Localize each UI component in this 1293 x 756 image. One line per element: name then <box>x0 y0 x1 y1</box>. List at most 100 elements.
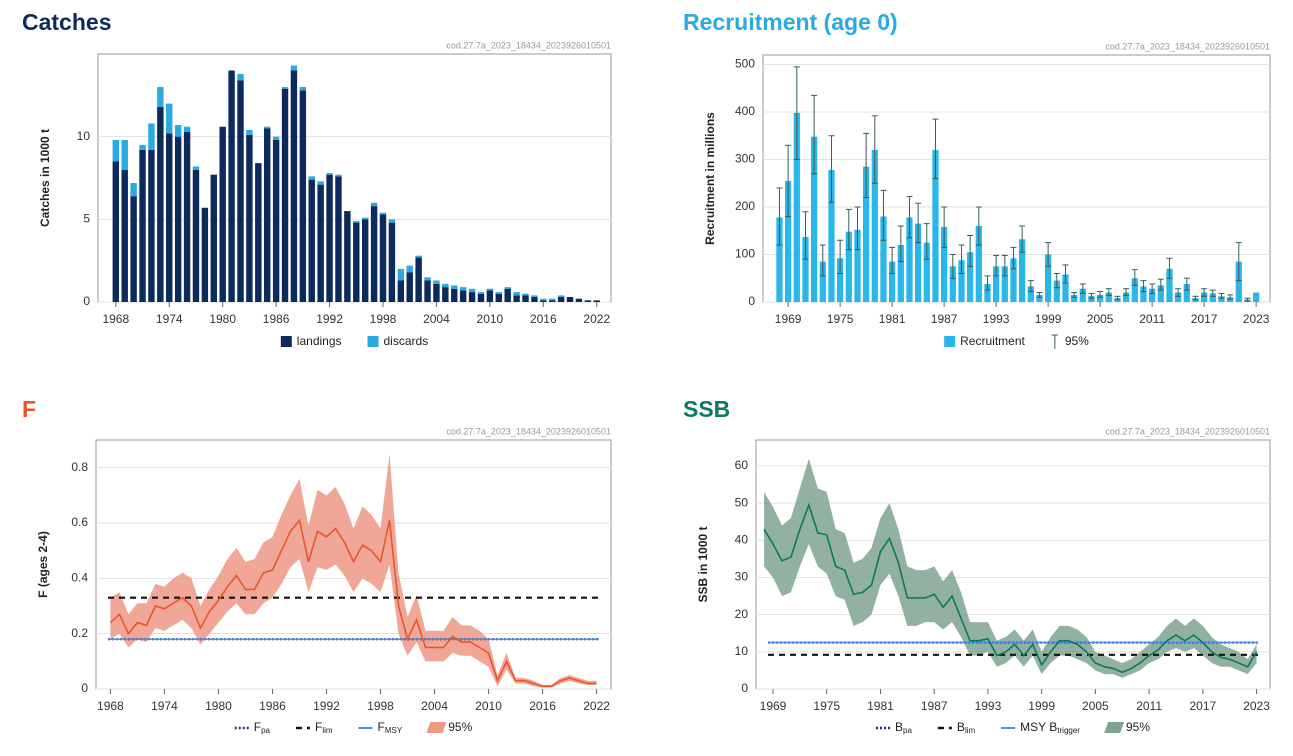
bar <box>112 161 120 302</box>
bar <box>889 261 896 302</box>
x-tick-label: 1980 <box>205 699 232 713</box>
x-tick-label: 1993 <box>983 312 1010 326</box>
x-tick-label: 1969 <box>760 699 787 713</box>
bar <box>379 214 387 302</box>
bar <box>183 131 191 302</box>
bar <box>1053 280 1060 302</box>
bar <box>540 300 547 302</box>
legend-label-sub: lim <box>322 726 333 735</box>
bar <box>495 293 502 302</box>
error-bar <box>854 206 861 251</box>
y-tick-label: 30 <box>735 570 749 584</box>
error-bar <box>819 244 826 277</box>
legend-label-sub: trigger <box>1057 726 1080 735</box>
legend-label-main: F <box>315 720 322 734</box>
bar <box>549 300 556 302</box>
legend-swatch <box>944 336 956 347</box>
x-tick-label: 1974 <box>156 312 183 326</box>
bar <box>486 290 494 302</box>
x-tick-label: 2010 <box>475 699 502 713</box>
x-tick-label: 2011 <box>1136 699 1162 713</box>
error-bar <box>1001 254 1008 277</box>
bar <box>513 292 520 296</box>
x-tick-label: 1981 <box>879 312 906 326</box>
bar <box>415 257 422 302</box>
error-bar <box>1097 291 1104 298</box>
error-bar <box>932 118 939 179</box>
bar <box>433 283 440 302</box>
bar <box>566 297 574 302</box>
error-bar <box>1157 278 1164 291</box>
error-bar <box>1192 295 1199 301</box>
bar <box>139 144 146 150</box>
x-tick-label: 1999 <box>1028 699 1055 713</box>
legend-label-main: MSY B <box>1020 720 1057 734</box>
y-tick-label: 100 <box>735 247 755 261</box>
error-bar <box>845 208 852 251</box>
legend-label-main: B <box>957 720 965 734</box>
y-tick-label: 0 <box>748 294 755 308</box>
error-bar <box>1105 288 1112 296</box>
bar <box>468 292 476 302</box>
x-tick-label: 2005 <box>1082 699 1109 713</box>
y-tick-label: 400 <box>735 104 755 118</box>
legend-label: Bpa <box>895 720 912 735</box>
bar <box>1001 266 1008 302</box>
bar <box>442 283 449 288</box>
bar <box>210 174 217 302</box>
bar <box>379 212 387 215</box>
y-tick-label: 300 <box>735 152 755 166</box>
source-tag: cod.27.7a_2023_18434_2023926010501 <box>1105 41 1270 51</box>
x-tick-label: 2016 <box>529 699 556 713</box>
error-bar <box>1235 242 1242 282</box>
bar <box>522 293 529 296</box>
bar <box>845 231 852 302</box>
error-bar <box>1218 292 1225 299</box>
error-bar <box>1045 242 1052 267</box>
legend-label-main: F <box>254 720 261 734</box>
error-bar <box>958 244 965 274</box>
error-bar <box>1209 289 1216 297</box>
bar <box>1105 292 1112 302</box>
legend-label: landings <box>297 334 342 348</box>
bar <box>1201 292 1208 302</box>
bar <box>531 297 538 302</box>
x-tick-label: 1998 <box>370 312 397 326</box>
x-tick-label: 2023 <box>1243 312 1270 326</box>
bar <box>1045 254 1052 302</box>
legend-label: Blim <box>957 720 976 735</box>
error-bar <box>776 187 783 246</box>
bar <box>121 139 128 170</box>
bar <box>531 295 538 298</box>
x-tick-label: 1968 <box>97 699 124 713</box>
y-tick-label: 0.2 <box>71 626 88 640</box>
legend-label-main: B <box>895 720 903 734</box>
bar <box>290 65 298 71</box>
bar <box>1123 292 1130 302</box>
error-bar <box>949 254 956 279</box>
error-bar <box>1149 283 1156 294</box>
bar <box>468 288 476 293</box>
bar <box>1209 293 1216 302</box>
source-tag: cod.27.7a_2023_18434_2023926010501 <box>446 40 611 50</box>
legend-label-sub: pa <box>261 726 270 735</box>
bar <box>584 300 592 302</box>
x-tick-label: 2017 <box>1191 312 1218 326</box>
legend-label: FMSY <box>378 720 403 735</box>
bar <box>255 163 262 302</box>
x-tick-label: 2005 <box>1087 312 1114 326</box>
bar <box>130 196 137 302</box>
bar <box>477 292 485 294</box>
error-bar <box>889 246 896 274</box>
legend-label: Fpa <box>254 720 271 735</box>
y-tick-label: 200 <box>735 199 755 213</box>
legend: landings discards <box>280 334 428 348</box>
y-tick-label: 0 <box>81 681 88 695</box>
bar <box>932 150 939 302</box>
bar <box>1097 294 1104 302</box>
x-tick-label: 1993 <box>975 699 1002 713</box>
bar <box>433 280 440 284</box>
error-bar <box>897 225 904 263</box>
bar <box>897 245 904 302</box>
error-bar <box>1079 283 1086 294</box>
